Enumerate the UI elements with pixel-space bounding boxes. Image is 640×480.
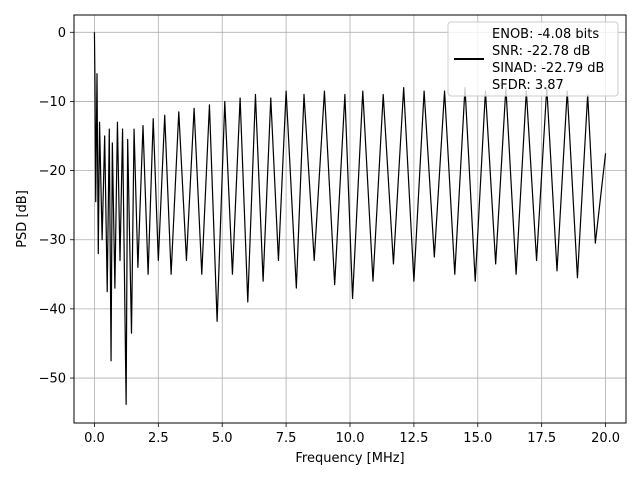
data-layer bbox=[93, 32, 607, 405]
x-tick-label: 12.5 bbox=[399, 431, 428, 446]
x-tick-label: 10.0 bbox=[336, 431, 365, 446]
x-tick-label: 7.5 bbox=[276, 431, 297, 446]
x-axis-label: Frequency [MHz] bbox=[295, 451, 404, 466]
y-tick-label: −50 bbox=[39, 372, 66, 387]
psd-series-line bbox=[93, 32, 607, 405]
legend-line-sfdr: SFDR: 3.87 bbox=[492, 78, 564, 93]
legend-box bbox=[447, 21, 619, 97]
y-tick-label: 0 bbox=[58, 26, 66, 41]
y-tick-label: −40 bbox=[39, 302, 66, 317]
x-tick-label: 15.0 bbox=[463, 431, 492, 446]
y-tick-label: −30 bbox=[39, 233, 66, 248]
y-tick-label: −20 bbox=[39, 164, 66, 179]
x-tick-label: 20.0 bbox=[591, 431, 620, 446]
y-tick-label: −10 bbox=[39, 95, 66, 110]
x-tick-label: 0.0 bbox=[84, 431, 105, 446]
legend: ENOB: -4.08 bits SNR: -22.78 dB SINAD: -… bbox=[447, 21, 619, 97]
x-tick-label: 5.0 bbox=[212, 431, 233, 446]
legend-line-snr: SNR: -22.78 dB bbox=[492, 44, 590, 59]
y-axis-label: PSD [dB] bbox=[15, 190, 30, 248]
legend-line-enob: ENOB: -4.08 bits bbox=[492, 27, 599, 42]
ticks: 0.0 2.5 5.0 7.5 10.0 12.5 15.0 17.5 20.0 0 −10 −20 −… bbox=[39, 26, 620, 446]
legend-line-sinad: SINAD: -22.79 dB bbox=[492, 61, 604, 76]
x-tick-label: 2.5 bbox=[148, 431, 169, 446]
x-tick-label: 17.5 bbox=[527, 431, 556, 446]
